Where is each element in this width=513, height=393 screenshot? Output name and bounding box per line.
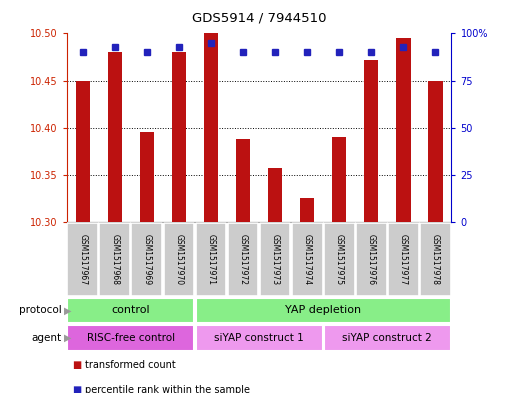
Text: siYAP construct 1: siYAP construct 1 <box>214 333 304 343</box>
FancyBboxPatch shape <box>100 223 130 296</box>
Text: GSM1517973: GSM1517973 <box>270 234 280 285</box>
Bar <box>364 60 379 222</box>
Bar <box>268 168 282 222</box>
FancyBboxPatch shape <box>356 223 387 296</box>
FancyBboxPatch shape <box>420 223 451 296</box>
Text: RISC-free control: RISC-free control <box>87 333 175 343</box>
FancyBboxPatch shape <box>67 298 194 323</box>
FancyBboxPatch shape <box>195 325 323 351</box>
Text: transformed count: transformed count <box>85 360 175 369</box>
Text: ■: ■ <box>72 360 81 369</box>
FancyBboxPatch shape <box>260 223 290 296</box>
Text: GSM1517976: GSM1517976 <box>367 234 376 285</box>
Text: percentile rank within the sample: percentile rank within the sample <box>85 385 250 393</box>
FancyBboxPatch shape <box>324 325 451 351</box>
Text: ■: ■ <box>72 385 81 393</box>
Bar <box>75 81 90 222</box>
Text: GSM1517972: GSM1517972 <box>239 234 248 285</box>
FancyBboxPatch shape <box>228 223 259 296</box>
Bar <box>236 139 250 222</box>
Text: agent: agent <box>31 333 62 343</box>
FancyBboxPatch shape <box>195 223 226 296</box>
FancyBboxPatch shape <box>164 223 194 296</box>
FancyBboxPatch shape <box>67 223 98 296</box>
Text: GSM1517970: GSM1517970 <box>174 234 184 285</box>
Text: YAP depletion: YAP depletion <box>285 305 361 316</box>
FancyBboxPatch shape <box>388 223 419 296</box>
Bar <box>332 137 346 222</box>
Bar <box>204 33 218 222</box>
Text: ▶: ▶ <box>64 333 72 343</box>
FancyBboxPatch shape <box>324 223 354 296</box>
Text: protocol: protocol <box>19 305 62 316</box>
Text: GSM1517977: GSM1517977 <box>399 234 408 285</box>
Text: GSM1517971: GSM1517971 <box>206 234 215 285</box>
Text: GSM1517974: GSM1517974 <box>303 234 312 285</box>
FancyBboxPatch shape <box>67 325 194 351</box>
Text: GDS5914 / 7944510: GDS5914 / 7944510 <box>192 12 326 25</box>
Bar <box>428 81 443 222</box>
Text: GSM1517969: GSM1517969 <box>142 234 151 285</box>
FancyBboxPatch shape <box>131 223 162 296</box>
FancyBboxPatch shape <box>195 298 451 323</box>
Bar <box>108 52 122 222</box>
FancyBboxPatch shape <box>292 223 323 296</box>
Text: control: control <box>111 305 150 316</box>
Text: GSM1517967: GSM1517967 <box>78 234 87 285</box>
Bar <box>300 198 314 222</box>
Text: ▶: ▶ <box>64 305 72 316</box>
Text: GSM1517978: GSM1517978 <box>431 234 440 285</box>
Text: GSM1517968: GSM1517968 <box>110 234 120 285</box>
Bar <box>172 52 186 222</box>
Bar <box>396 38 410 222</box>
Text: siYAP construct 2: siYAP construct 2 <box>343 333 432 343</box>
Bar <box>140 132 154 222</box>
Text: GSM1517975: GSM1517975 <box>334 234 344 285</box>
